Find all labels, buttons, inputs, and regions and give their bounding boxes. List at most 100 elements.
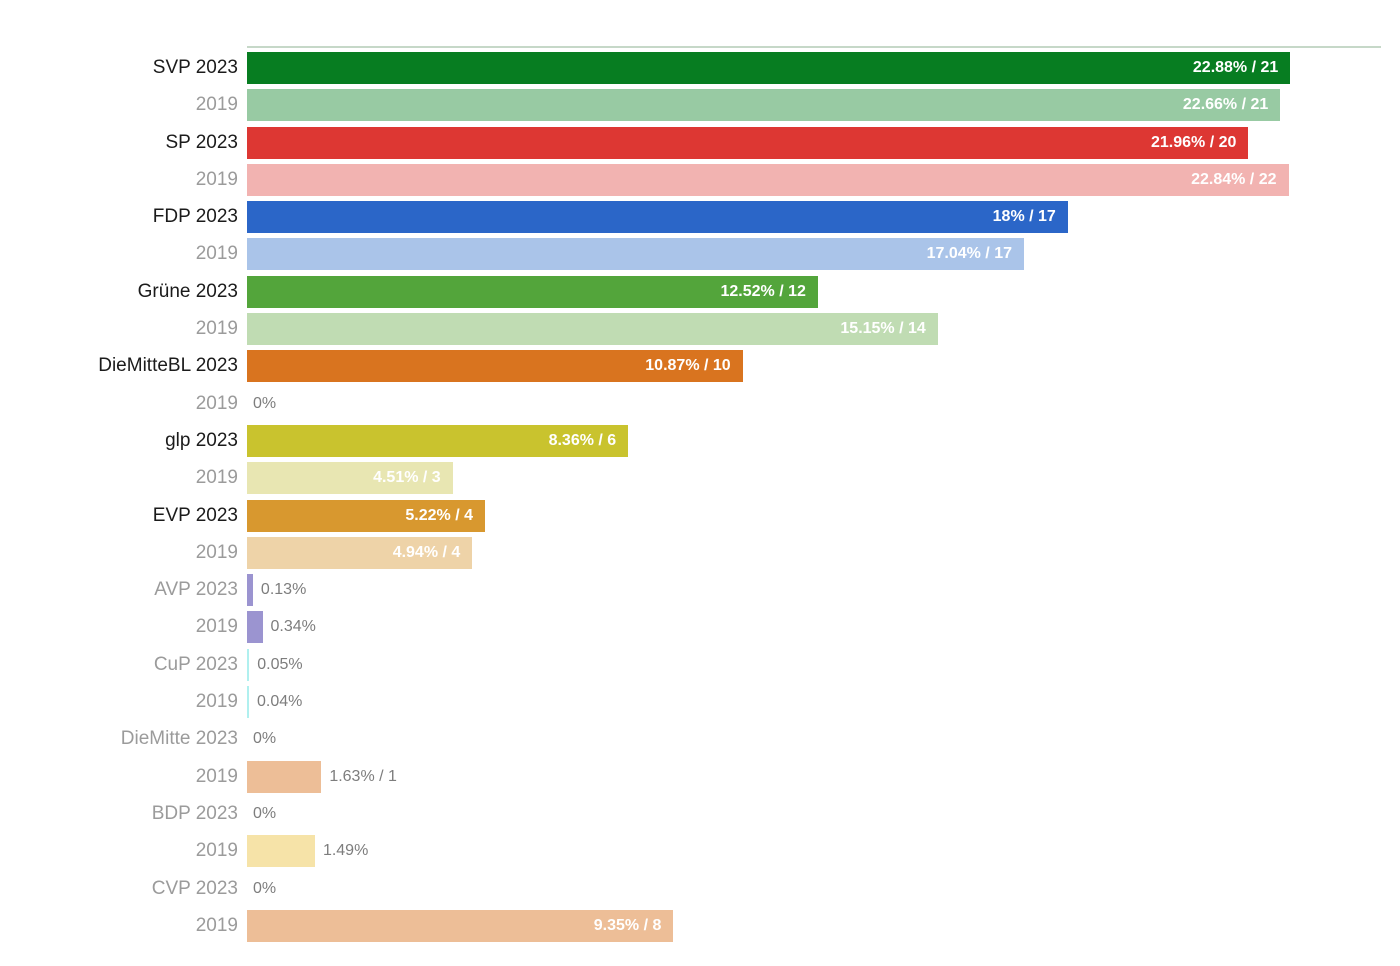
bar-value-label: 8.36% / 6 (548, 431, 617, 449)
bar: 4.51% / 3 (247, 462, 453, 495)
bar: 22.84% / 22 (247, 163, 1289, 196)
row-label: 2019 (195, 541, 238, 563)
bar-value-label: 4.94% / 4 (392, 543, 461, 561)
bar: 21.96% / 20 (247, 126, 1249, 159)
row-label: SP 2023 (165, 131, 238, 153)
bar-value-label: 0% (253, 730, 277, 748)
bar: 22.66% / 21 (247, 89, 1281, 122)
bar (247, 835, 315, 868)
bar-value-label: 1.49% (322, 842, 369, 860)
chart-row: 2019 4.51% / 3 (66, 462, 1344, 495)
bar: 12.52% / 12 (247, 275, 818, 308)
bar-track: 0.04% (247, 686, 1344, 719)
bar-track: 0% (247, 798, 1344, 830)
chart-row: glp 2023 8.36% / 6 (66, 424, 1344, 457)
chart-row: EVP 2023 5.22% / 4 (66, 499, 1344, 532)
bar-value-label: 0.34% (270, 618, 316, 636)
bar-track: 0.34% (247, 611, 1344, 644)
chart-row: 2019 0% (66, 388, 1344, 420)
row-label: 2019 (195, 765, 238, 787)
chart-row: CuP 2023 0.05% (66, 648, 1344, 681)
bar-track: 22.84% / 22 (247, 163, 1344, 196)
bar-track: 4.51% / 3 (247, 462, 1344, 495)
bar-value-label: 22.66% / 21 (1182, 96, 1269, 114)
bar-value-label: 0% (253, 394, 277, 412)
bar: 5.22% / 4 (247, 499, 485, 532)
row-label: 2019 (195, 94, 238, 116)
bar-value-label: 21.96% / 20 (1150, 133, 1237, 151)
plot-top-rule (247, 46, 1381, 48)
row-label: 2019 (195, 616, 238, 638)
row-label: 2019 (195, 467, 238, 489)
bar-value-label: 9.35% / 8 (593, 916, 662, 934)
row-label: CuP 2023 (153, 653, 238, 675)
bar (247, 760, 322, 793)
chart-row: 2019 17.04% / 17 (66, 238, 1344, 271)
bar-track: 10.87% / 10 (247, 350, 1344, 383)
bar (247, 648, 250, 681)
row-label: BDP 2023 (151, 802, 238, 824)
bar-value-label: 22.84% / 22 (1191, 170, 1277, 188)
chart-row: DieMitte 2023 0% (66, 723, 1344, 755)
row-label: Grüne 2023 (137, 280, 238, 302)
bar-value-label: 12.52% / 12 (720, 282, 806, 300)
bar-value-label: 15.15% / 14 (840, 320, 926, 338)
bar: 17.04% / 17 (247, 238, 1024, 271)
bar-track: 1.49% (247, 835, 1344, 868)
bar-track: 4.94% / 4 (247, 536, 1344, 569)
bar: 9.35% / 8 (247, 909, 674, 942)
bar-value-label: 18% / 17 (992, 208, 1056, 226)
bar-track: 0% (247, 873, 1344, 905)
chart-row: SVP 2023 22.88% / 21 (66, 52, 1344, 84)
bar-track: 0.05% (247, 648, 1344, 681)
bar: 18% / 17 (247, 201, 1068, 234)
chart-row: FDP 2023 18% / 17 (66, 201, 1344, 234)
chart-row: AVP 2023 0.13% (66, 574, 1344, 607)
chart-row: DieMitteBL 2023 10.87% / 10 (66, 350, 1344, 383)
bar-track: 0% (247, 388, 1344, 420)
bar-track: 21.96% / 20 (247, 126, 1344, 159)
bar-value-label: 0.05% (257, 655, 303, 673)
row-label: 2019 (195, 914, 238, 936)
bar-track: 22.66% / 21 (247, 89, 1344, 122)
bar-track: 5.22% / 4 (247, 499, 1344, 532)
chart-row: Grüne 2023 12.52% / 12 (66, 275, 1344, 308)
chart-row: BDP 2023 0% (66, 798, 1344, 830)
chart-row: 2019 1.63% / 1 (66, 760, 1344, 793)
bar-value-label: 0.04% (257, 693, 303, 711)
row-label: 2019 (195, 840, 238, 862)
bar-value-label: 5.22% / 4 (405, 506, 473, 524)
bar: 4.94% / 4 (247, 536, 473, 569)
row-label: 2019 (195, 691, 238, 713)
chart-row: 2019 22.84% / 22 (66, 163, 1344, 196)
chart-row: 2019 4.94% / 4 (66, 536, 1344, 569)
bar-value-label: 17.04% / 17 (926, 245, 1012, 263)
bar-value-label: 22.88% / 21 (1192, 59, 1279, 76)
chart-row: 2019 1.49% (66, 835, 1344, 868)
bar-track: 9.35% / 8 (247, 909, 1344, 942)
bar: 15.15% / 14 (247, 313, 938, 346)
row-label: 2019 (195, 168, 238, 190)
bar-track: 12.52% / 12 (247, 275, 1344, 308)
chart-row: 2019 0.34% (66, 611, 1344, 644)
row-label: DieMitteBL 2023 (98, 355, 238, 377)
row-label: 2019 (195, 318, 238, 340)
bar (247, 611, 263, 644)
chart-row: 2019 22.66% / 21 (66, 89, 1344, 122)
chart-row: SP 2023 21.96% / 20 (66, 126, 1344, 159)
chart-row: CVP 2023 0% (66, 873, 1344, 905)
bar-value-label: 1.63% / 1 (329, 767, 397, 785)
row-label: 2019 (195, 243, 238, 265)
bar-value-label: 4.51% / 3 (373, 469, 441, 487)
bar-value-label: 0% (253, 804, 277, 822)
row-label: DieMitte 2023 (120, 728, 238, 750)
bar: 8.36% / 6 (247, 424, 629, 457)
row-label: FDP 2023 (152, 206, 238, 228)
row-label: 2019 (195, 392, 238, 414)
bar-track: 18% / 17 (247, 201, 1344, 234)
row-label: glp 2023 (165, 429, 238, 451)
bar-track: 0.13% (247, 574, 1344, 607)
bar-value-label: 0% (253, 879, 277, 897)
row-label: AVP 2023 (154, 579, 238, 601)
